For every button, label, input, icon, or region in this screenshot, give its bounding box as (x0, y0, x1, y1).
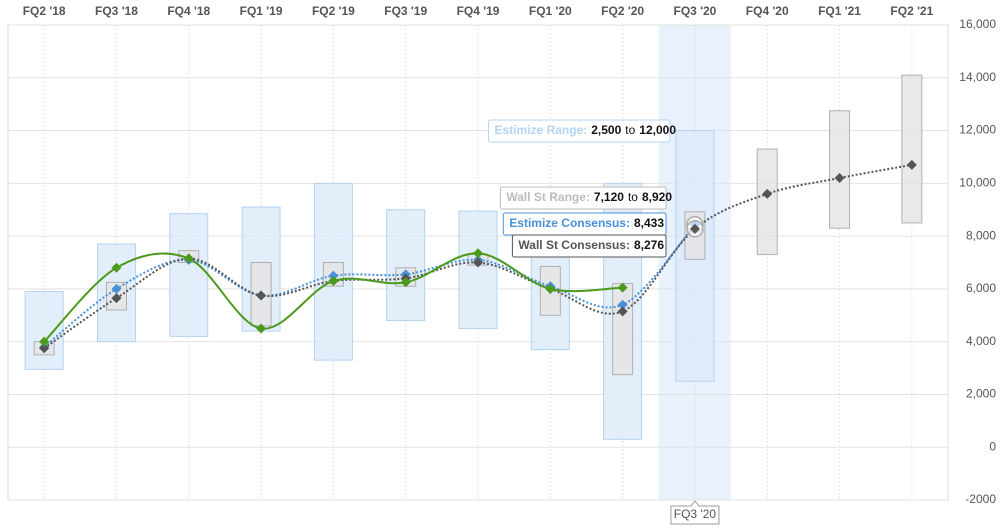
marker (762, 188, 773, 199)
y-tick-label: 12,000 (959, 123, 996, 137)
tooltip-text: Wall St Range: 7,120 to 8,920 (506, 190, 672, 204)
x-tick-label: FQ2 '20 (601, 4, 644, 18)
marker (689, 223, 700, 234)
marker (617, 299, 628, 310)
tooltip: Wall St Consensus: 8,276 (511, 234, 667, 258)
range-box (756, 148, 778, 256)
x-tick-label: FQ3 '19 (384, 4, 427, 18)
x-tick-label: FQ3 '18 (95, 4, 138, 18)
marker (473, 248, 483, 259)
marker (400, 277, 411, 288)
y-tick-label: 14,000 (959, 70, 996, 84)
tooltip-box (499, 186, 667, 210)
marker (111, 283, 122, 294)
x-tick-label: FQ1 '21 (818, 4, 861, 18)
range-box (24, 291, 64, 370)
tooltip-box (511, 234, 667, 258)
y-tick-label: 2,000 (966, 387, 996, 401)
badge (670, 500, 720, 525)
range-box (901, 74, 923, 224)
marker (183, 253, 194, 264)
marker (39, 343, 50, 354)
x-tick-label: FQ4 '20 (746, 4, 789, 18)
range-box (458, 210, 498, 329)
x-tick-label: FQ2 '21 (890, 4, 933, 18)
y-tick-label: 10,000 (959, 176, 996, 190)
range-box (386, 209, 426, 322)
tooltip: Estimize Range: 2,500 to 12,000 (488, 119, 677, 143)
tooltip-value: 12,000 (639, 123, 676, 137)
series-line (43, 224, 696, 348)
marker (328, 270, 339, 281)
range-box (612, 283, 634, 376)
tooltip-value: 8,920 (642, 190, 672, 204)
tooltip: Estimize Consensus: 8,433 (502, 212, 667, 236)
marker (834, 173, 845, 184)
range-box (169, 213, 209, 337)
marker (111, 293, 122, 304)
tooltip-label: Estimize Range: (495, 123, 588, 137)
marker (39, 336, 50, 347)
marker (617, 282, 628, 293)
y-tick-label: 6,000 (966, 281, 996, 295)
marker (906, 159, 917, 170)
x-tick-label: FQ4 '18 (167, 4, 210, 18)
x-tick-label: FQ1 '19 (240, 4, 283, 18)
x-tick-label: FQ1 '20 (529, 4, 572, 18)
tooltip-text: Estimize Consensus: 8,433 (509, 216, 664, 230)
y-tick-label: 0 (989, 439, 996, 453)
tooltip-value: 2,500 (591, 123, 621, 137)
y-tick-label: 8,000 (966, 228, 996, 242)
x-tick-label: FQ4 '19 (457, 4, 500, 18)
marker (256, 290, 267, 301)
y-tick-label: 16,000 (959, 17, 996, 31)
tooltip-joiner: to (628, 190, 638, 204)
marker (473, 257, 483, 268)
tooltip-box (488, 119, 671, 143)
marker (256, 323, 267, 334)
tooltip-text: Wall St Consensus: 8,276 (518, 238, 664, 252)
tooltip-text: Estimize Range: 2,500 to 12,000 (495, 123, 677, 137)
tooltip: Wall St Range: 7,120 to 8,920 (499, 186, 672, 210)
x-tick-label: FQ2 '19 (312, 4, 355, 18)
x-tick-label: FQ3 '20 (673, 4, 716, 18)
tooltip-label: Estimize Consensus: (509, 216, 630, 230)
marker (111, 262, 122, 273)
marker (617, 306, 628, 317)
tooltip-joiner: to (625, 123, 635, 137)
badge-label: FQ3 '20 (674, 507, 717, 521)
tooltip-value: 8,276 (634, 238, 664, 252)
x-tick-label: FQ2 '18 (23, 4, 66, 18)
range-box (829, 110, 851, 229)
tooltip-label: Wall St Consensus: (518, 238, 630, 252)
tooltip-label: Wall St Range: (506, 190, 590, 204)
series-line (43, 252, 623, 343)
tooltip-value: 7,120 (594, 190, 624, 204)
marker (328, 275, 339, 286)
y-tick-label: -2000 (965, 492, 996, 506)
y-tick-label: 4,000 (966, 334, 996, 348)
marker (545, 283, 556, 294)
tooltip-value: 8,433 (634, 216, 664, 230)
